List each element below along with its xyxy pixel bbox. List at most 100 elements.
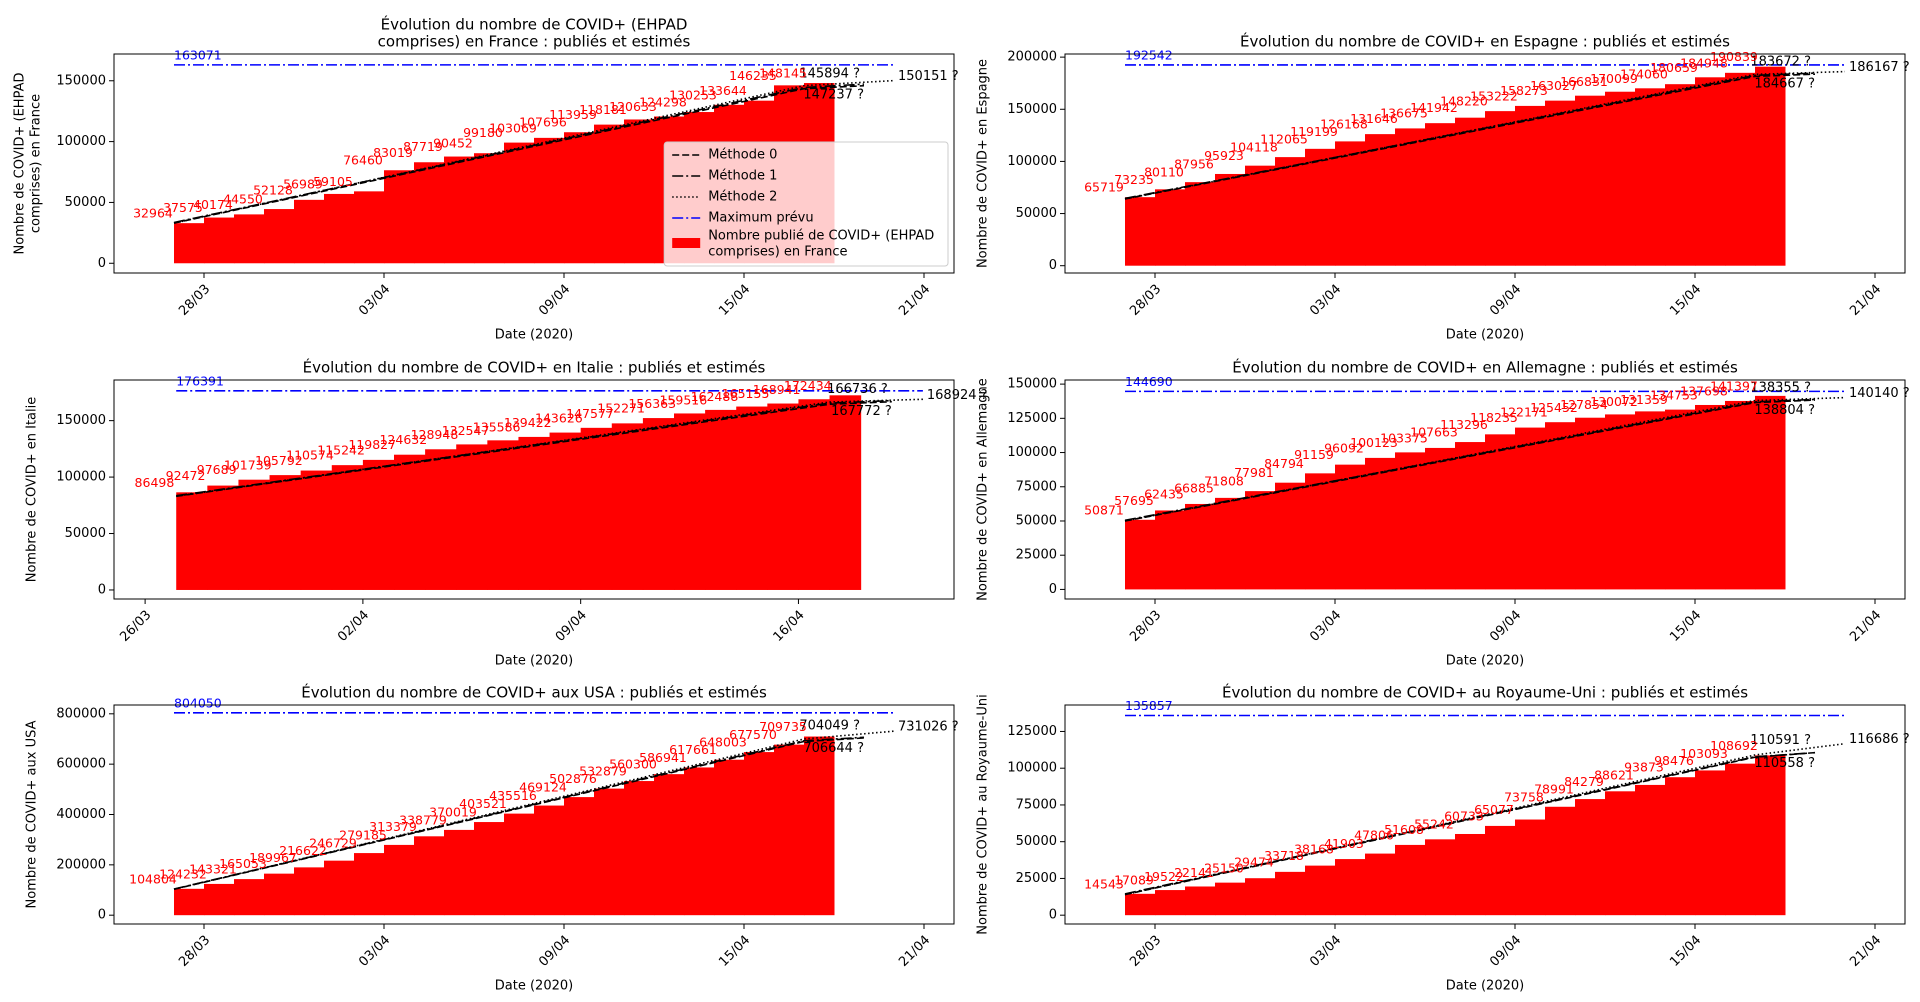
- value-label: 136675: [1380, 106, 1428, 121]
- value-label: 124632: [379, 432, 427, 447]
- bar: [744, 752, 775, 916]
- y-axis-label: Nombre de COVID+ en Espagne: [976, 59, 991, 268]
- bar: [1665, 84, 1696, 266]
- estimate-label: 138355 ?: [1750, 381, 1811, 396]
- value-label: 190839: [1710, 49, 1758, 64]
- value-label: 92472: [166, 468, 206, 483]
- x-tick-label: 26/03: [117, 608, 154, 645]
- bar: [204, 883, 235, 916]
- bar: [504, 813, 535, 916]
- bar: [354, 191, 385, 264]
- bar: [1515, 819, 1546, 916]
- x-tick-label: 21/04: [896, 933, 933, 970]
- bar: [1335, 464, 1366, 590]
- y-axis-label: Nombre de COVID+ (EHPAD: [13, 73, 28, 255]
- axes-frame: [1064, 704, 1906, 925]
- value-label: 96092: [1324, 440, 1364, 455]
- y-tick-label: 50000: [1016, 206, 1057, 221]
- value-label: 143321: [189, 862, 237, 877]
- value-label: 132547: [442, 423, 490, 438]
- value-label: 73758: [1504, 789, 1544, 804]
- bar: [1365, 457, 1396, 590]
- legend-label: Nombre publié de COVID+ (EHPAD: [708, 229, 934, 244]
- x-tick-label: 21/04: [1847, 282, 1884, 319]
- value-label: 103069: [489, 120, 537, 135]
- value-label: 469124: [519, 780, 567, 795]
- x-tick-label: 09/04: [536, 933, 573, 970]
- bar: [384, 844, 415, 916]
- value-label: 57695: [1114, 493, 1154, 508]
- bar: [1125, 197, 1156, 266]
- value-label: 338779: [399, 812, 447, 827]
- bar: [207, 485, 239, 590]
- axes-frame: [113, 704, 955, 925]
- value-label: 119827: [348, 437, 396, 452]
- bar: [1635, 88, 1666, 266]
- value-label: 76460: [343, 153, 383, 168]
- y-tick-label: 25000: [1016, 871, 1057, 886]
- axes-frame: [1064, 379, 1906, 600]
- value-label: 110574: [286, 448, 334, 463]
- value-label: 40174: [193, 197, 233, 212]
- bar: [456, 444, 488, 590]
- y-tick-label: 125000: [1007, 724, 1057, 739]
- value-label: 709735: [759, 719, 807, 734]
- estimate-label: 138804 ?: [1754, 403, 1815, 418]
- x-axis-label: Date (2020): [495, 654, 573, 669]
- bar: [1695, 770, 1726, 916]
- bar: [238, 479, 271, 590]
- value-label: 135586: [473, 419, 521, 434]
- bar: [1485, 825, 1516, 916]
- value-label: 143626: [535, 410, 583, 425]
- estimate-label: 167772 ?: [831, 404, 892, 419]
- value-label: 95923: [1204, 148, 1244, 163]
- bar: [1575, 417, 1606, 590]
- y-tick-label: 75000: [1016, 479, 1057, 494]
- x-tick-label: 03/04: [356, 282, 393, 319]
- max-label: 176391: [176, 373, 224, 388]
- value-label: 65077: [1474, 802, 1514, 817]
- bar: [504, 142, 535, 264]
- bar: [1425, 839, 1456, 916]
- bar: [1215, 882, 1246, 916]
- bar: [1635, 411, 1666, 590]
- axes-frame: [1064, 53, 1906, 274]
- value-label: 153222: [1470, 88, 1518, 103]
- value-label: 147577: [566, 406, 614, 421]
- x-tick-label: 15/04: [1667, 282, 1704, 319]
- estimate-label: 110558 ?: [1754, 756, 1815, 771]
- legend-label: Méthode 1: [708, 169, 777, 184]
- value-label: 141942: [1410, 100, 1458, 115]
- estimate-label: 184667 ?: [1754, 77, 1815, 92]
- bar: [1605, 91, 1636, 266]
- bar: [1125, 519, 1156, 590]
- value-label: 14543: [1084, 876, 1124, 891]
- method-line: [1124, 396, 1846, 522]
- bar: [1305, 865, 1336, 916]
- bar: [324, 193, 355, 264]
- y-tick-label: 100000: [1007, 445, 1057, 460]
- legend-swatch: [672, 238, 701, 248]
- max-label: 804050: [174, 695, 222, 710]
- value-label: 55242: [1414, 816, 1454, 831]
- bar: [394, 454, 426, 590]
- value-label: 97689: [197, 462, 237, 477]
- value-label: 83019: [373, 145, 413, 160]
- y-tick-label: 100000: [56, 134, 106, 149]
- y-tick-label: 200000: [56, 857, 106, 872]
- value-label: 103375: [1380, 430, 1428, 445]
- y-tick-label: 75000: [1016, 797, 1057, 812]
- value-label: 115242: [317, 442, 365, 457]
- value-label: 246729: [309, 836, 357, 851]
- y-axis-label: Nombre de COVID+ aux USA: [25, 720, 40, 908]
- bar: [1455, 833, 1486, 916]
- bar: [354, 853, 385, 916]
- value-label: 133644: [699, 83, 747, 98]
- value-label: 56989: [283, 176, 323, 191]
- bar: [1245, 165, 1276, 266]
- estimate-label: 110591 ?: [1750, 733, 1811, 748]
- estimate-label: 166736 ?: [827, 382, 888, 397]
- value-label: 148145: [759, 66, 807, 81]
- bar: [1185, 182, 1216, 266]
- value-label: 586941: [639, 750, 687, 765]
